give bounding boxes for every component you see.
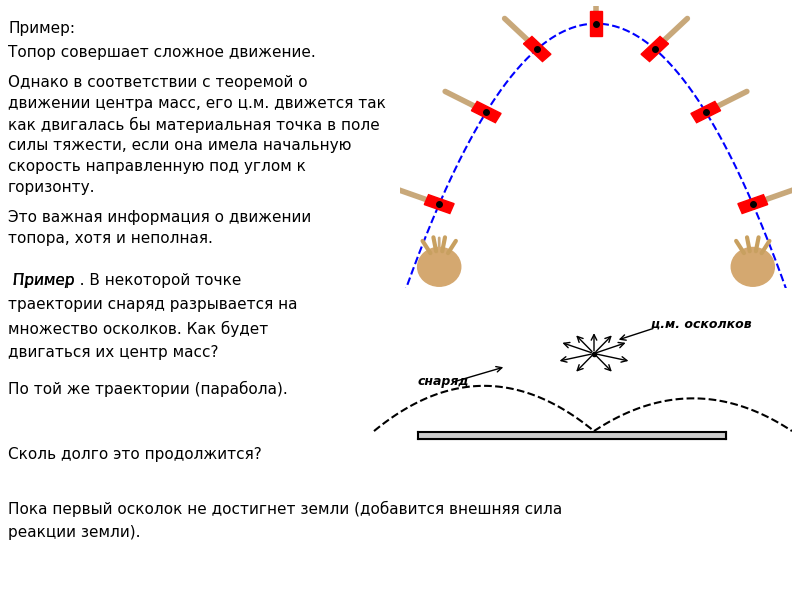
Circle shape (731, 247, 774, 286)
Text: Пример:: Пример: (8, 21, 75, 36)
Text: ц.м. осколков: ц.м. осколков (651, 317, 752, 331)
Text: траектории снаряд разрывается на: траектории снаряд разрывается на (8, 297, 298, 312)
Text: реакции земли).: реакции земли). (8, 525, 141, 540)
Bar (641, 37, 669, 62)
Text: Пример: Пример (8, 273, 74, 288)
Bar (691, 101, 721, 122)
Text: снаряд: снаряд (418, 374, 470, 388)
Text: силы тяжести, если она имела начальную: силы тяжести, если она имела начальную (8, 138, 351, 153)
Bar (590, 11, 602, 36)
Text: Пример . В некоторой точке: Пример . В некоторой точке (8, 273, 242, 288)
Text: множество осколков. Как будет: множество осколков. Как будет (8, 321, 268, 337)
Text: Однако в соответствии с теоремой о: Однако в соответствии с теоремой о (8, 75, 308, 90)
Text: Это важная информация о движении: Это важная информация о движении (8, 210, 311, 225)
Bar (471, 101, 501, 122)
Text: горизонту.: горизонту. (8, 180, 95, 195)
Circle shape (418, 247, 461, 286)
Bar (418, 433, 726, 439)
Bar (424, 194, 454, 214)
Text: По той же траектории (парабола).: По той же траектории (парабола). (8, 381, 288, 397)
Text: Топор совершает сложное движение.: Топор совершает сложное движение. (8, 45, 316, 60)
Text: скорость направленную под углом к: скорость направленную под углом к (8, 159, 306, 174)
Text: Сколь долго это продолжится?: Сколь долго это продолжится? (8, 447, 262, 462)
Text: Пока первый осколок не достигнет земли (добавится внешняя сила: Пока первый осколок не достигнет земли (… (8, 501, 562, 517)
Text: движении центра масс, его ц.м. движется так: движении центра масс, его ц.м. движется … (8, 96, 386, 111)
Bar (738, 194, 768, 214)
Text: топора, хотя и неполная.: топора, хотя и неполная. (8, 231, 213, 246)
Text: как двигалась бы материальная точка в поле: как двигалась бы материальная точка в по… (8, 117, 380, 133)
Bar (523, 37, 551, 62)
Text: двигаться их центр масс?: двигаться их центр масс? (8, 345, 218, 360)
